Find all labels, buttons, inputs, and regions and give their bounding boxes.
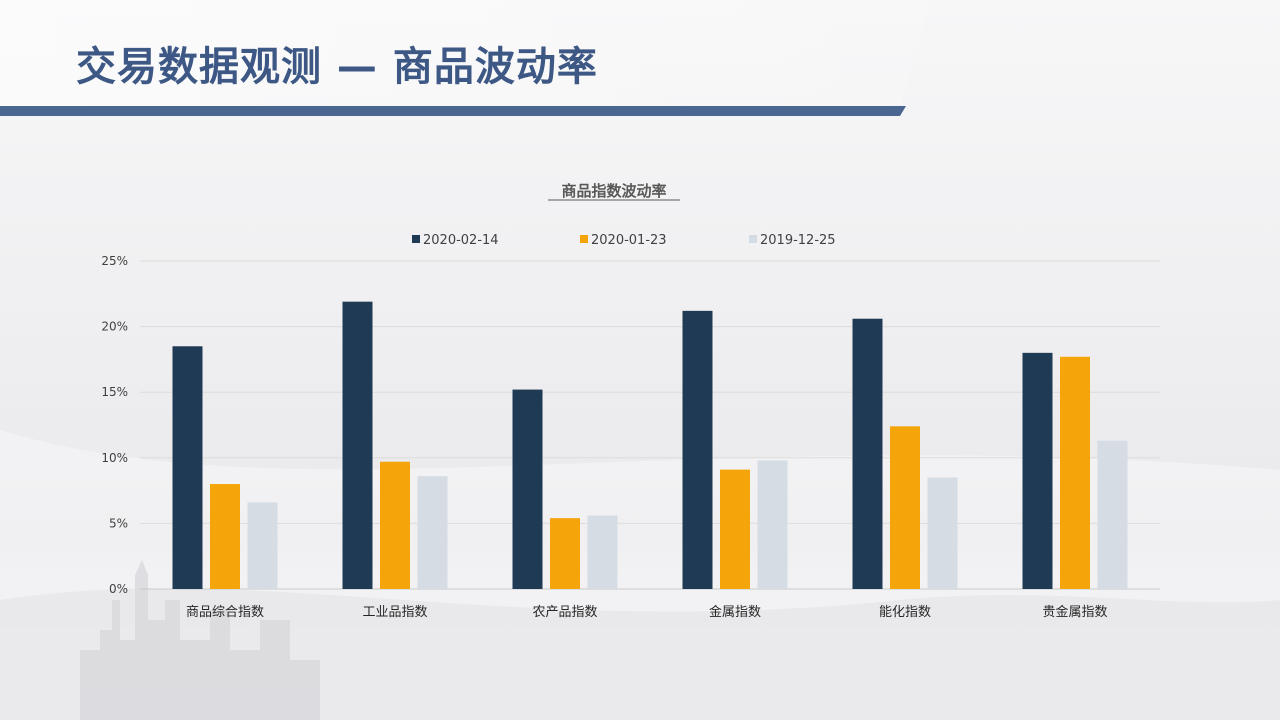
x-tick-label: 金属指数 <box>709 604 761 620</box>
chart-bars <box>172 301 1128 589</box>
legend-swatch <box>412 235 420 243</box>
bar-1 <box>1022 352 1053 589</box>
x-tick-label: 贵金属指数 <box>1042 604 1107 620</box>
legend-item: 2020-02-14 <box>412 233 499 248</box>
bar-2 <box>380 461 410 589</box>
x-tick-label: 工业品指数 <box>362 605 427 620</box>
bar-3 <box>927 477 958 589</box>
page-title: 交易数据观测 — 商品波动率 <box>76 44 598 90</box>
y-tick-label: 5% <box>109 516 128 530</box>
bar-2 <box>210 484 240 589</box>
bar-3 <box>1097 440 1128 589</box>
x-tick-label: 能化指数 <box>879 605 931 620</box>
bar-1 <box>342 301 373 589</box>
legend-item: 2019-12-25 <box>749 233 836 248</box>
x-tick-label: 商品综合指数 <box>186 605 264 620</box>
y-tick-label: 15% <box>101 385 128 399</box>
y-axis: 0% 5% 10% 15% 20% 25% <box>101 254 128 596</box>
legend-label: 2020-02-14 <box>423 233 499 248</box>
legend-label: 2019-12-25 <box>760 233 836 248</box>
legend-swatch <box>749 235 757 243</box>
y-tick-label: 0% <box>109 582 128 596</box>
bar-2 <box>1060 356 1090 589</box>
x-axis: 商品综合指数 工业品指数 农产品指数 金属指数 能化指数 贵金属指数 <box>186 604 1108 620</box>
bar-3 <box>757 460 788 589</box>
legend-swatch <box>580 235 588 243</box>
bar-3 <box>587 515 618 589</box>
bar-3 <box>417 476 448 589</box>
chart-title: 商品指数波动率 <box>561 182 666 200</box>
bar-2 <box>890 426 920 589</box>
legend-label: 2020-01-23 <box>591 233 667 248</box>
y-tick-label: 25% <box>101 254 128 268</box>
y-tick-label: 20% <box>101 320 128 334</box>
bar-1 <box>682 310 713 589</box>
chart-legend: 2020-02-14 2020-01-23 2019-12-25 <box>412 233 836 248</box>
bar-2 <box>550 518 580 589</box>
bar-2 <box>720 469 750 589</box>
bar-1 <box>172 346 203 589</box>
x-tick-label: 农产品指数 <box>532 605 597 620</box>
chart-gridlines <box>140 260 1160 590</box>
bar-3 <box>247 502 278 589</box>
y-tick-label: 10% <box>101 451 128 465</box>
bar-1 <box>852 318 883 589</box>
legend-item: 2020-01-23 <box>580 233 667 248</box>
bar-1 <box>512 389 543 589</box>
